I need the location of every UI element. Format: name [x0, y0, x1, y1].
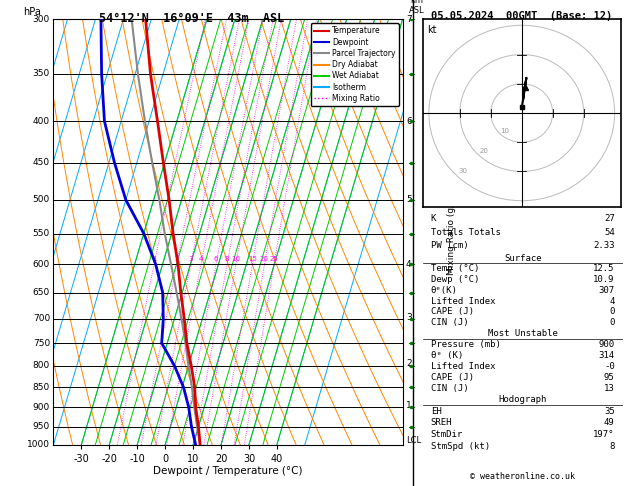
Text: 550: 550	[33, 229, 50, 238]
Text: 35: 35	[604, 407, 615, 416]
Text: Most Unstable: Most Unstable	[487, 329, 558, 338]
Text: 4: 4	[406, 260, 411, 269]
Text: 54°12'N  16°09'E  43m  ASL: 54°12'N 16°09'E 43m ASL	[99, 12, 284, 25]
Text: kt: kt	[426, 25, 436, 35]
Text: 05.05.2024  00GMT  (Base: 12): 05.05.2024 00GMT (Base: 12)	[431, 11, 613, 21]
Text: 3: 3	[406, 313, 412, 322]
Text: LCL: LCL	[406, 435, 421, 445]
Text: 700: 700	[33, 314, 50, 323]
Text: 307: 307	[599, 286, 615, 295]
Text: -0: -0	[604, 362, 615, 371]
Text: Temp (°C): Temp (°C)	[431, 264, 479, 273]
Text: 900: 900	[33, 403, 50, 412]
Text: 600: 600	[33, 260, 50, 269]
Text: hPa: hPa	[23, 7, 42, 17]
Text: 95: 95	[604, 373, 615, 382]
Text: 1: 1	[406, 401, 412, 410]
Text: EH: EH	[431, 407, 442, 416]
Text: CAPE (J): CAPE (J)	[431, 373, 474, 382]
Text: Dewp (°C): Dewp (°C)	[431, 275, 479, 284]
Text: 850: 850	[33, 383, 50, 392]
Text: 350: 350	[33, 69, 50, 78]
Text: 6: 6	[214, 256, 218, 262]
Text: Hodograph: Hodograph	[499, 395, 547, 404]
Text: CAPE (J): CAPE (J)	[431, 308, 474, 316]
Text: 27: 27	[604, 214, 615, 223]
Text: 25: 25	[270, 256, 279, 262]
Text: 13: 13	[604, 383, 615, 393]
Text: 10.9: 10.9	[593, 275, 615, 284]
Text: θᵉ (K): θᵉ (K)	[431, 351, 463, 360]
Text: CIN (J): CIN (J)	[431, 318, 469, 327]
Text: PW (cm): PW (cm)	[431, 242, 469, 250]
Text: 900: 900	[599, 340, 615, 349]
Text: 49: 49	[604, 418, 615, 427]
Text: Lifted Index: Lifted Index	[431, 362, 495, 371]
Text: 20: 20	[260, 256, 269, 262]
Text: 500: 500	[33, 195, 50, 205]
Text: 750: 750	[33, 339, 50, 347]
Text: Mixing Ratio (g/kg): Mixing Ratio (g/kg)	[447, 189, 456, 275]
Text: Totals Totals: Totals Totals	[431, 227, 501, 237]
Text: 3: 3	[189, 256, 193, 262]
X-axis label: Dewpoint / Temperature (°C): Dewpoint / Temperature (°C)	[153, 467, 303, 476]
Text: 450: 450	[33, 158, 50, 167]
Text: 314: 314	[599, 351, 615, 360]
Text: 30: 30	[459, 168, 467, 174]
Text: 800: 800	[33, 362, 50, 370]
Text: 0: 0	[610, 308, 615, 316]
Text: 197°: 197°	[593, 430, 615, 439]
Text: 54: 54	[604, 227, 615, 237]
Text: 0: 0	[610, 318, 615, 327]
Text: km
ASL: km ASL	[409, 0, 425, 15]
Text: 1: 1	[152, 256, 157, 262]
Text: 400: 400	[33, 117, 50, 125]
Text: StmDir: StmDir	[431, 430, 463, 439]
Text: Lifted Index: Lifted Index	[431, 296, 495, 306]
Text: 7: 7	[406, 15, 412, 24]
Text: StmSpd (kt): StmSpd (kt)	[431, 442, 490, 451]
Text: 10: 10	[231, 256, 240, 262]
Text: 4: 4	[199, 256, 203, 262]
Text: 300: 300	[33, 15, 50, 24]
Text: 2: 2	[174, 256, 179, 262]
Text: Surface: Surface	[504, 254, 542, 262]
Text: 650: 650	[33, 288, 50, 297]
Text: CIN (J): CIN (J)	[431, 383, 469, 393]
Text: 20: 20	[480, 148, 489, 154]
Text: 4: 4	[610, 296, 615, 306]
Text: 8: 8	[610, 442, 615, 451]
Text: 10: 10	[501, 128, 509, 134]
Text: 5: 5	[406, 195, 412, 205]
Text: Pressure (mb): Pressure (mb)	[431, 340, 501, 349]
Text: 15: 15	[248, 256, 257, 262]
Text: K: K	[431, 214, 436, 223]
Text: 950: 950	[33, 422, 50, 431]
Text: 2: 2	[406, 359, 411, 368]
Text: 8: 8	[225, 256, 230, 262]
Text: 2.33: 2.33	[593, 242, 615, 250]
Text: 1000: 1000	[27, 440, 50, 449]
Text: SREH: SREH	[431, 418, 452, 427]
Legend: Temperature, Dewpoint, Parcel Trajectory, Dry Adiabat, Wet Adiabat, Isotherm, Mi: Temperature, Dewpoint, Parcel Trajectory…	[311, 23, 399, 106]
Text: 6: 6	[406, 117, 412, 125]
Text: 12.5: 12.5	[593, 264, 615, 273]
Text: © weatheronline.co.uk: © weatheronline.co.uk	[470, 472, 574, 481]
Text: θᵉ(K): θᵉ(K)	[431, 286, 457, 295]
